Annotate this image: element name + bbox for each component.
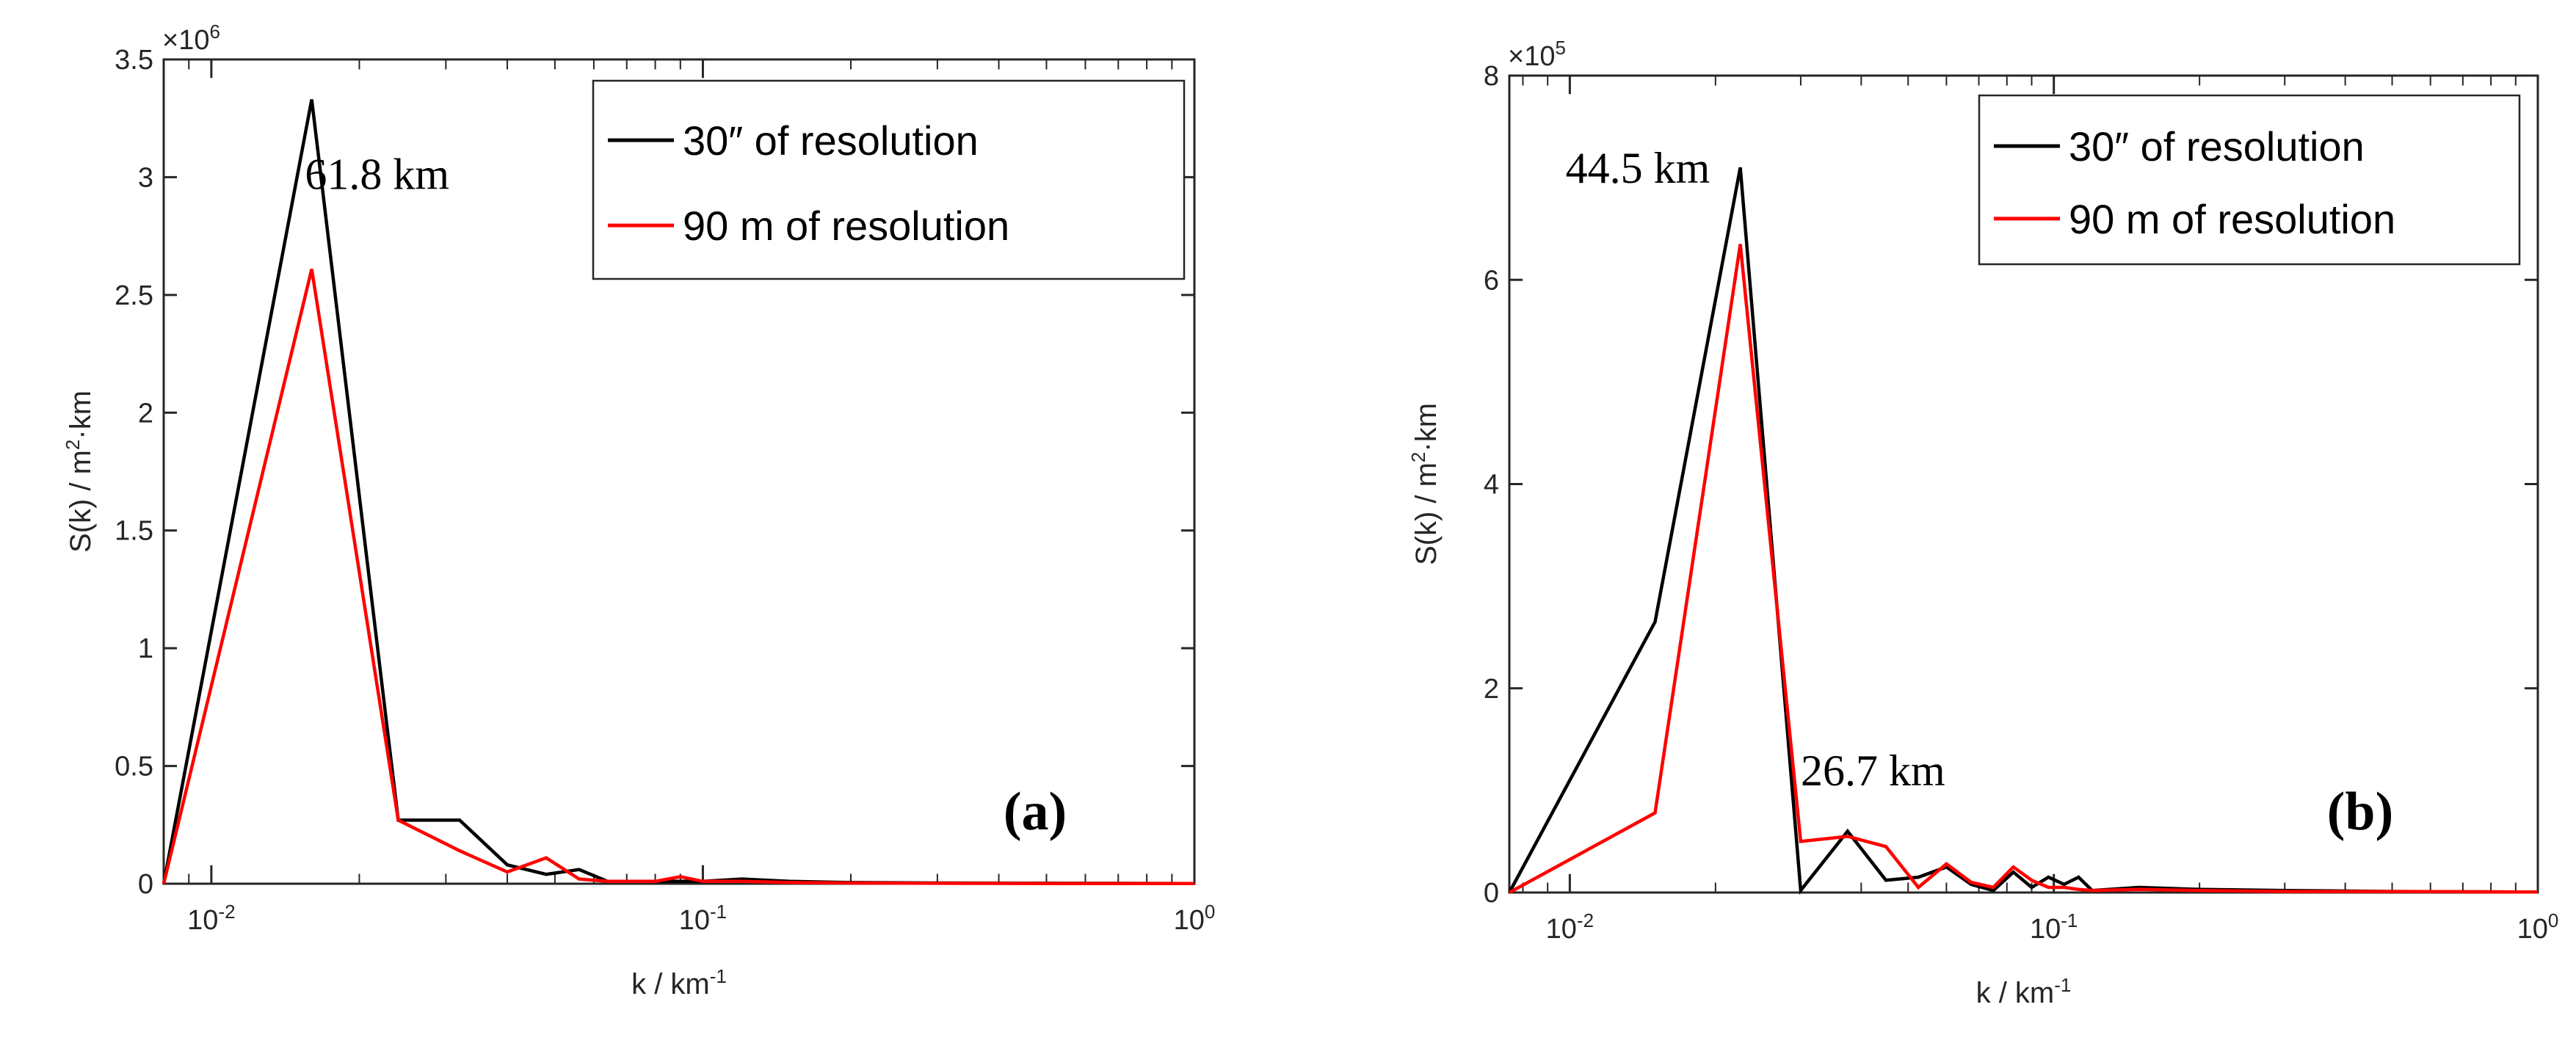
series-line-90m — [162, 269, 1194, 885]
x-tick-label-sup: -1 — [710, 901, 727, 923]
y-tick-label: 2 — [1484, 674, 1499, 705]
y-tick-label-part: 3 — [138, 162, 153, 193]
y-axis-multiplier: ×105 — [1508, 37, 1566, 72]
y-tick-label-part: 8 — [1484, 61, 1499, 92]
x-axis-label-sup: -1 — [710, 965, 727, 987]
y-tick-label: 6 — [1484, 265, 1499, 296]
series-line-90m — [1508, 244, 2539, 894]
y-tick-label: 0 — [1484, 878, 1499, 909]
x-tick-label: 10-2 — [1546, 909, 1594, 945]
y-tick-label-part: 2.5 — [115, 280, 153, 311]
y-axis-label: S(k) / m2·km — [62, 390, 97, 553]
x-tick-label: 10-1 — [2030, 909, 2078, 945]
y-tick-label: 8 — [1484, 61, 1499, 92]
legend-label: 30″ of resolution — [683, 117, 979, 164]
panel-label-part: (b) — [2327, 782, 2393, 842]
x-tick-label: 10-1 — [679, 901, 727, 936]
x-tick-label-part: 10 — [2517, 914, 2548, 945]
peak-annotation-part: 44.5 km — [1566, 144, 1710, 192]
x-tick-label-sup: 0 — [2548, 909, 2558, 931]
y-tick-label-part: 0 — [138, 869, 153, 900]
x-tick-label: 10-2 — [187, 901, 235, 936]
x-tick-label-part: 10 — [2030, 914, 2061, 945]
legend-box — [1978, 94, 2521, 266]
x-tick-label-part: 10 — [1174, 905, 1205, 936]
x-tick-label-sup: -2 — [218, 901, 235, 923]
y-tick-label: 0 — [138, 869, 153, 900]
y-tick-label: 1 — [138, 633, 153, 664]
x-tick-label-part: 10 — [1546, 914, 1577, 945]
y-axis-label: S(k) / m2·km — [1407, 403, 1443, 565]
peak-annotation-part: 61.8 km — [305, 150, 449, 198]
legend-label-part: 30″ of resolution — [2069, 123, 2365, 170]
peak-annotation: 44.5 km — [1566, 144, 1710, 192]
y-tick-label-part: 0.5 — [115, 752, 153, 782]
legend-box — [592, 79, 1186, 280]
x-axis-label-part: k / km — [1976, 977, 2055, 1009]
panel-label-part: (a) — [1004, 782, 1067, 842]
y-tick-label-part: 2 — [138, 398, 153, 429]
legend-label: 30″ of resolution — [2069, 123, 2365, 170]
x-tick-label: 100 — [1174, 901, 1216, 936]
y-tick-label-part: 4 — [1484, 470, 1499, 501]
legend-label-part: 90 m of resolution — [683, 203, 1009, 249]
legend-label: 90 m of resolution — [2069, 196, 2395, 242]
panel-label: (a) — [1004, 782, 1067, 842]
y-axis-multiplier: ×106 — [162, 21, 220, 56]
y-tick-label-part: 3.5 — [115, 45, 153, 76]
x-tick-label-sup: 0 — [1205, 901, 1215, 923]
y-tick-label: 3 — [138, 162, 153, 193]
y-axis-label-sup: 2 — [1407, 452, 1429, 462]
x-axis-label-part: k / km — [631, 968, 710, 1000]
y-axis-multiplier-part: ×10 — [1508, 41, 1555, 72]
y-axis-multiplier-sup: 5 — [1555, 37, 1565, 59]
y-tick-label: 2 — [138, 398, 153, 429]
legend: 30″ of resolution 90 m of resolution — [1978, 94, 2521, 266]
legend: 30″ of resolution 90 m of resolution — [592, 79, 1186, 280]
y-axis-label-part: S(k) / m — [1410, 462, 1443, 565]
y-axis-label-sup: 2 — [62, 440, 84, 450]
x-tick-label-part: 10 — [187, 905, 218, 936]
x-tick-label: 100 — [2517, 909, 2559, 945]
y-tick-label-part: 6 — [1484, 265, 1499, 296]
y-tick-label: 3.5 — [115, 45, 153, 76]
y-tick-label-part: 0 — [1484, 878, 1499, 909]
peak-annotation: 26.7 km — [1801, 746, 1945, 795]
x-tick-label-part: 10 — [679, 905, 710, 936]
y-tick-label-part: 1.5 — [115, 516, 153, 547]
x-axis-label-sup: -1 — [2054, 974, 2071, 996]
y-tick-label-part: 2 — [1484, 674, 1499, 705]
x-tick-label-sup: -2 — [1577, 909, 1594, 931]
y-tick-label: 4 — [1484, 470, 1499, 501]
legend-label-part: 30″ of resolution — [683, 117, 979, 164]
y-axis-label-part: S(k) / m — [65, 450, 97, 553]
peak-annotation: 61.8 km — [305, 150, 449, 198]
x-tick-label-sup: -1 — [2061, 909, 2078, 931]
y-axis-label-part: ·km — [1410, 403, 1443, 452]
y-tick-label-part: 1 — [138, 633, 153, 664]
legend-label-part: 90 m of resolution — [2069, 196, 2395, 242]
y-axis-multiplier-part: ×10 — [162, 25, 209, 56]
y-tick-label: 2.5 — [115, 280, 153, 311]
y-tick-label: 0.5 — [115, 752, 153, 782]
y-axis-multiplier-sup: 6 — [209, 21, 219, 43]
x-axis-label: k / km-1 — [1976, 974, 2072, 1009]
x-axis-label: k / km-1 — [631, 965, 727, 1000]
peak-annotation-part: 26.7 km — [1801, 746, 1945, 795]
panel-label: (b) — [2327, 782, 2393, 842]
legend-label: 90 m of resolution — [683, 203, 1009, 249]
y-axis-label-part: ·km — [65, 390, 97, 440]
y-tick-label: 1.5 — [115, 516, 153, 547]
